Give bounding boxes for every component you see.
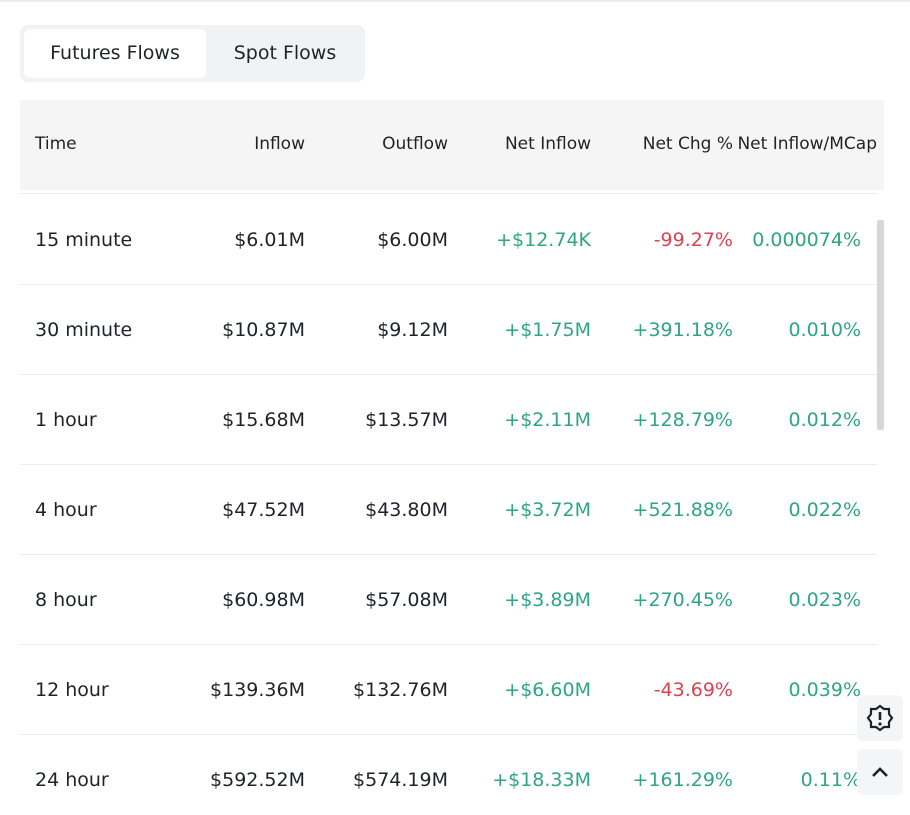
row-divider — [20, 734, 877, 735]
cell-inflow: $139.36M — [210, 679, 305, 701]
cell-net-inflow-mcap: 0.11% — [800, 769, 861, 791]
cell-net-inflow: +$3.72M — [504, 499, 591, 521]
chevron-icon — [872, 767, 888, 777]
scrollbar[interactable] — [877, 220, 884, 430]
cell-net-inflow-mcap: 0.023% — [788, 589, 861, 611]
cell-net-change: +270.45% — [632, 589, 733, 611]
row-divider — [20, 374, 877, 375]
cell-net-change: +521.88% — [632, 499, 733, 521]
cell-outflow: $43.80M — [365, 499, 448, 521]
tab-bar: Futures Flows Spot Flows — [20, 25, 365, 82]
table-header — [20, 100, 884, 190]
header-divider — [20, 193, 877, 194]
cell-inflow: $47.52M — [222, 499, 305, 521]
cell-outflow: $6.00M — [377, 229, 448, 251]
cell-net-change: -43.69% — [653, 679, 733, 701]
cell-outflow: $9.12M — [377, 319, 448, 341]
cell-net-inflow-mcap: 0.022% — [788, 499, 861, 521]
cell-net-change: -99.27% — [653, 229, 733, 251]
header-outflow: Outflow — [382, 134, 448, 154]
cell-net-inflow: +$12.74K — [496, 229, 591, 251]
header-net-inflow: Net Inflow — [504, 134, 591, 154]
cell-outflow: $13.57M — [365, 409, 448, 431]
cell-net-inflow-mcap: 0.000074% — [752, 229, 861, 251]
cell-outflow: $57.08M — [365, 589, 448, 611]
row-divider — [20, 554, 877, 555]
cell-outflow: $574.19M — [353, 769, 448, 791]
cell-inflow: $15.68M — [222, 409, 305, 431]
cell-net-inflow-mcap: 0.010% — [788, 319, 861, 341]
cell-net-inflow-mcap: 0.012% — [788, 409, 861, 431]
tab-futures[interactable]: Futures Flows — [24, 29, 206, 78]
header-net-inflow-mcap: Net Inflow/MCap — [737, 134, 877, 154]
cell-time: 24 hour — [35, 769, 109, 791]
header-net-change: Net Chg % — [642, 134, 733, 154]
header-time: Time — [35, 134, 77, 154]
feedback-button[interactable] — [857, 695, 903, 741]
cell-time: 8 hour — [35, 589, 97, 611]
cell-net-inflow: +$3.89M — [504, 589, 591, 611]
cell-time: 30 minute — [35, 319, 133, 341]
cell-net-inflow-mcap: 0.039% — [788, 679, 861, 701]
alert-icon — [866, 704, 894, 732]
cell-time: 12 hour — [35, 679, 109, 701]
cell-net-inflow: +$18.33M — [492, 769, 591, 791]
cell-inflow: $592.52M — [210, 769, 305, 791]
row-divider — [20, 284, 877, 285]
cell-inflow: $10.87M — [222, 319, 305, 341]
row-divider — [20, 644, 877, 645]
cell-net-inflow: +$6.60M — [504, 679, 591, 701]
cell-outflow: $132.76M — [353, 679, 448, 701]
cell-net-change: +391.18% — [632, 319, 733, 341]
tab-spot[interactable]: Spot Flows — [233, 42, 337, 64]
cell-net-inflow: +$2.11M — [504, 409, 591, 431]
cell-time: 1 hour — [35, 409, 97, 431]
cell-net-inflow: +$1.75M — [504, 319, 591, 341]
cell-inflow: $6.01M — [234, 229, 305, 251]
cell-net-change: +128.79% — [632, 409, 733, 431]
cell-time: 15 minute — [35, 229, 133, 251]
cell-net-change: +161.29% — [632, 769, 733, 791]
header-inflow: Inflow — [254, 134, 305, 154]
row-divider — [20, 464, 877, 465]
cell-inflow: $60.98M — [222, 589, 305, 611]
scroll-top-button[interactable] — [857, 749, 903, 795]
cell-time: 4 hour — [35, 499, 97, 521]
